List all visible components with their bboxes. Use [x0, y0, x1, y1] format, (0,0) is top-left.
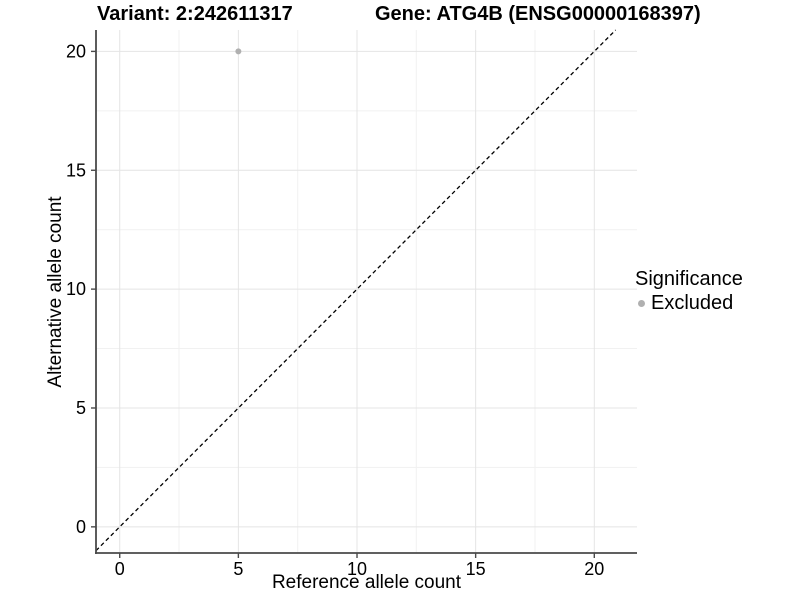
plot-title-gene: Gene: ATG4B (ENSG00000168397): [375, 3, 701, 25]
excluded-point-icon: [638, 300, 645, 307]
x-tick-label: 20: [584, 559, 604, 579]
legend-item-label: Excluded: [651, 292, 734, 314]
y-tick-label: 15: [66, 160, 86, 180]
plot-title-variant: Variant: 2:242611317: [97, 3, 293, 25]
identity-reference-line: [95, 29, 617, 552]
x-tick-label: 10: [347, 559, 367, 579]
y-tick-label: 0: [76, 517, 86, 537]
data-point: [235, 48, 242, 55]
x-tick-label: 5: [233, 559, 243, 579]
y-tick-label: 5: [76, 398, 86, 418]
legend-title: Significance: [635, 268, 743, 290]
x-axis-title: Reference allele count: [271, 572, 462, 593]
x-tick-label: 0: [115, 559, 125, 579]
x-tick-label: 15: [466, 559, 486, 579]
legend-item-excluded: Excluded: [633, 292, 743, 315]
y-tick-label: 10: [66, 279, 86, 299]
y-axis-title: Alternative allele count: [45, 196, 66, 388]
legend: Significance Excluded: [633, 268, 743, 315]
y-tick-label: 20: [66, 41, 86, 61]
